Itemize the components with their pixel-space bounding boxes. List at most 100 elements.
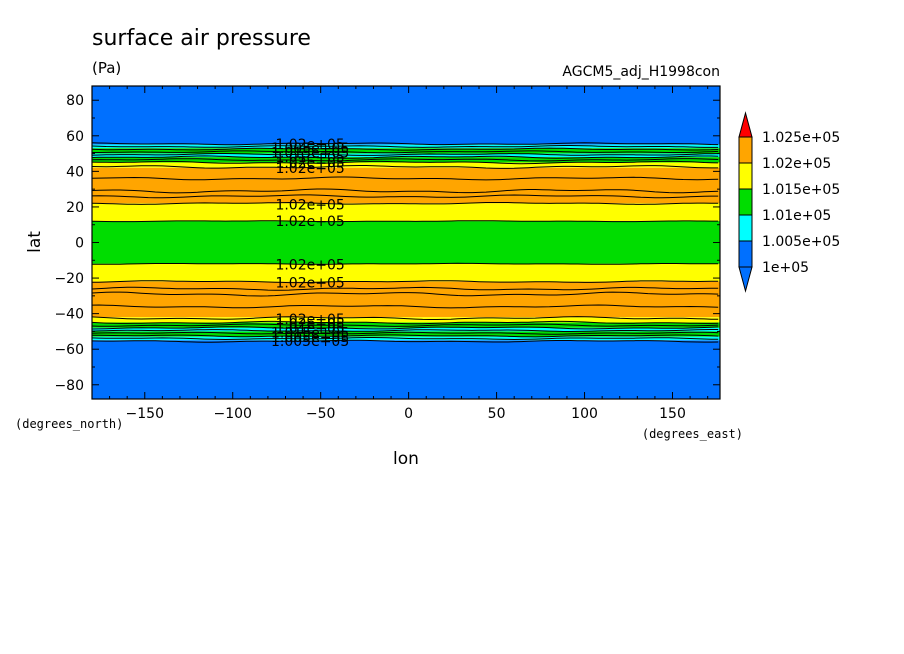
- band-6: [92, 167, 720, 204]
- contour-label-11: 1.02e+05: [275, 316, 344, 332]
- x-tick-label-5: 100: [571, 406, 598, 422]
- contour-label-5: 1.02e+05: [275, 161, 344, 177]
- colorbar-label-0: 1.025e+05: [762, 130, 840, 146]
- colorbar-label-4: 1.005e+05: [762, 234, 840, 250]
- band-5: [92, 162, 720, 168]
- contour-label-1: 1.005e+05: [271, 141, 349, 157]
- contour-line-9: [91, 176, 719, 181]
- colorbar-label-3: 1.01e+05: [762, 208, 831, 224]
- contour-line-0: [91, 142, 719, 146]
- contour-line-27: [91, 339, 719, 343]
- contour-line-5: [91, 155, 719, 159]
- colorbar-label-1: 1.02e+05: [762, 156, 831, 172]
- y-tick-label-0: 80: [66, 93, 84, 109]
- dataset-label: AGCM5_adj_H1998con: [562, 64, 720, 80]
- colorbar-bottom-arrow: [738, 266, 753, 293]
- contour-line-14: [92, 262, 719, 265]
- band-14: [92, 331, 720, 337]
- contour-line-23: [91, 329, 719, 332]
- y-axis: 80 60 40 20 0 −20 −40 −60 −80: [54, 93, 720, 394]
- contour-line-20: [91, 320, 719, 325]
- contour-label-2: 1.015e+05: [271, 146, 349, 162]
- band-1: [92, 144, 720, 149]
- colorbar-label-2: 1.015e+05: [762, 182, 840, 198]
- band-12: [92, 322, 720, 328]
- contour-line-3: [92, 150, 719, 154]
- chart-title: surface air pressure: [92, 26, 311, 51]
- y-tick-label-8: −80: [54, 378, 84, 394]
- colorbar-top-arrow: [738, 111, 753, 138]
- contour-label-10: 1.02e+05: [275, 312, 344, 328]
- x-tick-label-2: −50: [306, 406, 336, 422]
- plot-bands: [92, 86, 720, 399]
- contour-line-10: [91, 188, 719, 194]
- band-16: [92, 340, 720, 399]
- x-tick-label-1: −100: [214, 406, 252, 422]
- contour-lines: [91, 142, 719, 343]
- contour-line-17: [91, 291, 719, 297]
- contour-line-12: [91, 201, 719, 205]
- contour-label-3: 1.01e+05: [275, 150, 344, 166]
- colorbar-label-5: 1e+05: [762, 260, 809, 276]
- band-3: [92, 153, 720, 158]
- contour-line-13: [91, 220, 719, 223]
- contour-label-8: 1.02e+05: [275, 258, 344, 274]
- contour-label-4: 1.02e+05: [275, 155, 344, 171]
- contour-label-6: 1.02e+05: [275, 197, 344, 213]
- y-tick-label-2: 40: [66, 164, 84, 180]
- x-axis-label: lon: [393, 449, 419, 469]
- contour-line-16: [91, 286, 719, 291]
- contour-label-9: 1.02e+05: [275, 276, 344, 292]
- contour-line-22: [91, 326, 719, 330]
- contour-line-25: [92, 334, 719, 338]
- contour-label-15: 1.005e+05: [271, 334, 349, 350]
- contour-line-7: [91, 160, 719, 165]
- x-tick-label-4: 50: [488, 406, 506, 422]
- contour-label-0: 1.02e+05: [275, 137, 344, 153]
- chart-units: (Pa): [92, 59, 121, 77]
- contour-line-1: [91, 145, 719, 148]
- band-7: [92, 203, 720, 222]
- band-2: [92, 148, 720, 154]
- colorbar-segment-2: [738, 162, 753, 190]
- contour-line-6: [91, 158, 719, 162]
- contour-line-19: [91, 316, 719, 320]
- y-tick-label-1: 60: [66, 129, 84, 145]
- contour-label-13: 1.015e+05: [271, 325, 349, 341]
- band-11: [92, 317, 720, 323]
- x-tick-label-0: −150: [126, 406, 164, 422]
- contour-line-4: [91, 153, 719, 156]
- contour-label-14: 1.005e+05: [271, 330, 349, 346]
- colorbar-segment-5: [738, 240, 753, 268]
- colorbar-segment-4: [738, 214, 753, 242]
- contour-labels: 1.02e+051.005e+051.015e+051.01e+051.02e+…: [271, 137, 349, 350]
- x-axis-units: (degrees_east): [642, 427, 743, 441]
- colorbar-segment-1: [738, 136, 753, 164]
- x-tick-label-6: 150: [659, 406, 686, 422]
- band-9: [92, 263, 720, 282]
- y-axis-units: (degrees_north): [15, 417, 123, 431]
- contour-line-11: [91, 194, 719, 199]
- contour-label-7: 1.02e+05: [275, 214, 344, 230]
- colorbar-segment-3: [738, 188, 753, 216]
- x-axis: −150 −100 −50 0 50 100 150: [109, 86, 709, 422]
- contour-line-21: [91, 323, 719, 327]
- contour-line-8: [91, 165, 719, 169]
- colorbar-legend: 1.025e+05 1.02e+05 1.015e+05 1.01e+05 1.005e…: [738, 111, 840, 293]
- y-axis-label: lat: [25, 231, 45, 253]
- y-tick-label-6: −40: [54, 307, 84, 323]
- band-0: [92, 86, 720, 145]
- y-tick-label-7: −60: [54, 342, 84, 358]
- x-tick-label-3: 0: [404, 406, 413, 422]
- y-tick-label-5: −20: [54, 271, 84, 287]
- contour-line-18: [91, 304, 719, 309]
- band-4: [92, 157, 720, 163]
- contour-line-15: [91, 280, 719, 284]
- contour-label-12: 1.01e+05: [275, 321, 344, 337]
- contour-line-2: [91, 147, 719, 151]
- band-8: [92, 221, 720, 264]
- contour-line-24: [91, 331, 719, 335]
- y-tick-label-3: 20: [66, 200, 84, 216]
- contour-line-26: [91, 337, 719, 341]
